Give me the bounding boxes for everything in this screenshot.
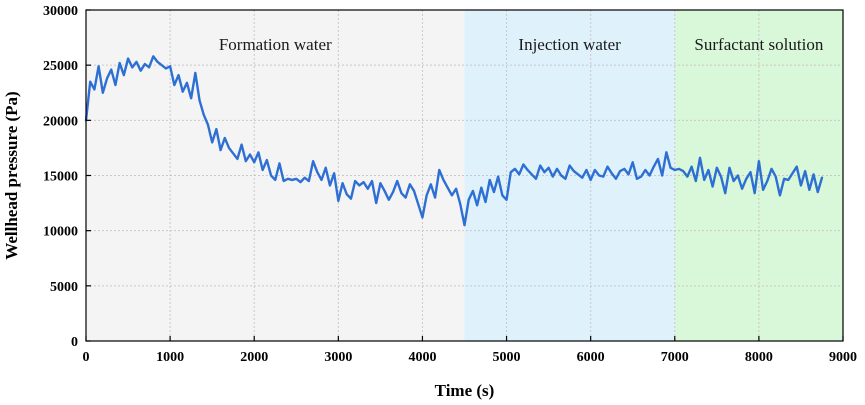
x-tick-label: 0	[83, 350, 90, 365]
y-tick-label: 20000	[43, 114, 78, 129]
region-label-3: Surfactant solution	[694, 35, 823, 54]
series-line-wellhead-pressure	[84, 55, 824, 227]
y-tick-label: 15000	[43, 170, 78, 185]
x-tick-label: 8000	[745, 350, 773, 365]
y-tick-label: 5000	[50, 280, 78, 295]
y-tick-label: 30000	[43, 4, 78, 19]
x-tick-label: 7000	[661, 350, 689, 365]
x-tick-label: 5000	[493, 350, 521, 365]
y-tick-label: 0	[71, 335, 78, 350]
y-tick-label: 10000	[43, 225, 78, 240]
x-tick-label: 2000	[240, 350, 268, 365]
x-tick-label: 1000	[156, 350, 184, 365]
x-tick-label: 4000	[408, 350, 436, 365]
x-tick-label: 6000	[577, 350, 605, 365]
x-tick-label: 3000	[324, 350, 352, 365]
x-axis-title: Time (s)	[435, 381, 495, 400]
y-axis-title: Wellhead pressure (Pa)	[2, 91, 21, 259]
region-label-2: Injection water	[518, 35, 621, 54]
y-tick-label: 25000	[43, 59, 78, 74]
x-tick-label: 9000	[829, 350, 857, 365]
region-label-1: Formation water	[219, 35, 332, 54]
